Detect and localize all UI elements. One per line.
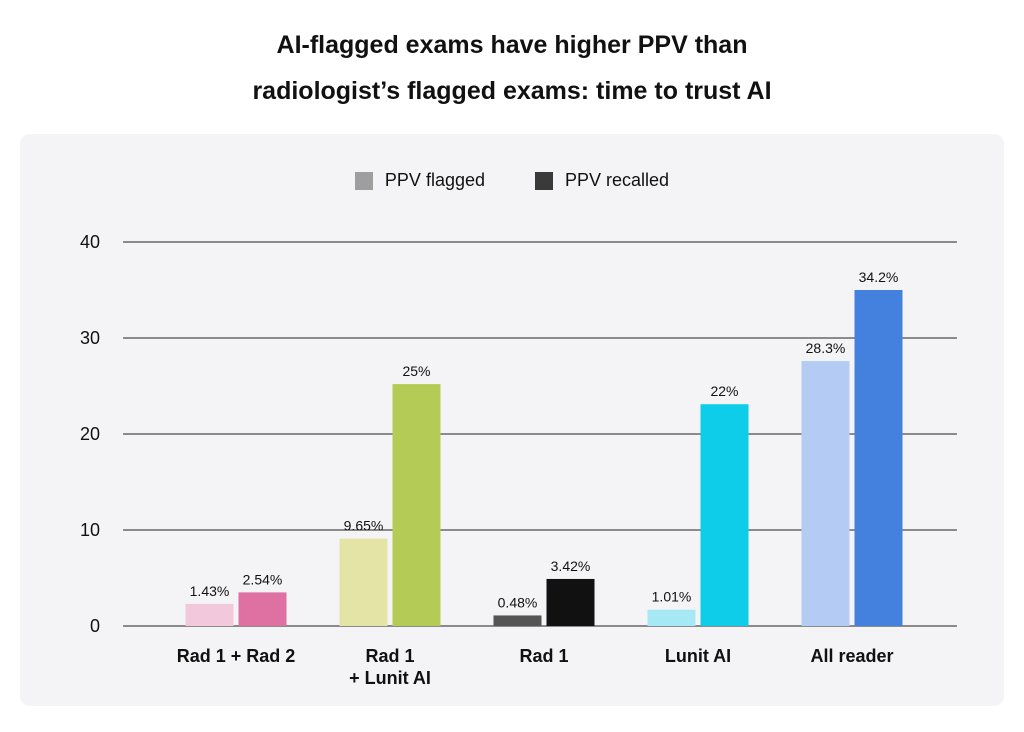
legend: PPV flagged PPV recalled xyxy=(20,170,1004,191)
data-label: 0.48% xyxy=(498,594,538,610)
x-category-label: Rad 1 xyxy=(519,646,568,666)
data-label: 9.65% xyxy=(344,518,384,534)
chart-title: AI-flagged exams have higher PPV than ra… xyxy=(0,22,1024,114)
legend-label-ppv-recalled: PPV recalled xyxy=(565,170,670,190)
legend-item-ppv-recalled: PPV recalled xyxy=(535,170,669,191)
chart-panel: PPV flagged PPV recalled 0 10 20 30 40 1.43% 9… xyxy=(20,134,1004,706)
y-tick-label: 30 xyxy=(80,328,100,348)
bar-ppv-flagged xyxy=(339,538,388,626)
x-category-label: Rad 1 + Rad 2 xyxy=(177,646,296,666)
bar-chart: 0 10 20 30 40 1.43% 9.65% 0.48% 1.01% 28.3% 2.54% 2… xyxy=(80,232,957,688)
bar-ppv-recalled xyxy=(546,578,595,626)
y-tick-label: 40 xyxy=(80,232,100,252)
legend-swatch-ppv-flagged xyxy=(354,171,373,190)
data-label: 1.01% xyxy=(652,589,692,605)
x-category-label: Lunit AI xyxy=(665,646,731,666)
data-label: 3.42% xyxy=(551,558,591,574)
bar-ppv-flagged xyxy=(493,615,542,626)
bar-ppv-flagged xyxy=(647,609,696,626)
legend-swatch-ppv-recalled xyxy=(535,171,553,190)
data-label: 22% xyxy=(710,383,738,399)
data-label: 1.43% xyxy=(190,583,230,599)
data-label: 25% xyxy=(402,363,430,379)
bar-ppv-flagged xyxy=(185,603,234,626)
y-tick-label: 0 xyxy=(90,616,100,636)
bar-ppv-recalled xyxy=(700,404,749,626)
data-label: 34.2% xyxy=(859,269,899,285)
bar-ppv-recalled xyxy=(854,290,903,626)
data-label: 2.54% xyxy=(243,571,283,587)
legend-label-ppv-flagged: PPV flagged xyxy=(384,170,485,190)
bar-ppv-recalled xyxy=(392,384,441,626)
x-category-label: All reader xyxy=(810,646,893,666)
x-category-label: Rad 1 xyxy=(365,646,414,666)
y-tick-label: 20 xyxy=(80,424,100,444)
bar-ppv-recalled xyxy=(238,592,287,626)
chart-title-line-2: radiologist’s flagged exams: time to tru… xyxy=(252,77,772,105)
legend-item-ppv-flagged: PPV flagged xyxy=(354,170,485,191)
y-tick-label: 10 xyxy=(80,520,100,540)
chart-title-line-1: AI-flagged exams have higher PPV than xyxy=(276,31,748,59)
bar-ppv-flagged xyxy=(801,361,850,626)
x-category-label: + Lunit AI xyxy=(349,668,431,688)
data-label: 28.3% xyxy=(806,340,846,356)
